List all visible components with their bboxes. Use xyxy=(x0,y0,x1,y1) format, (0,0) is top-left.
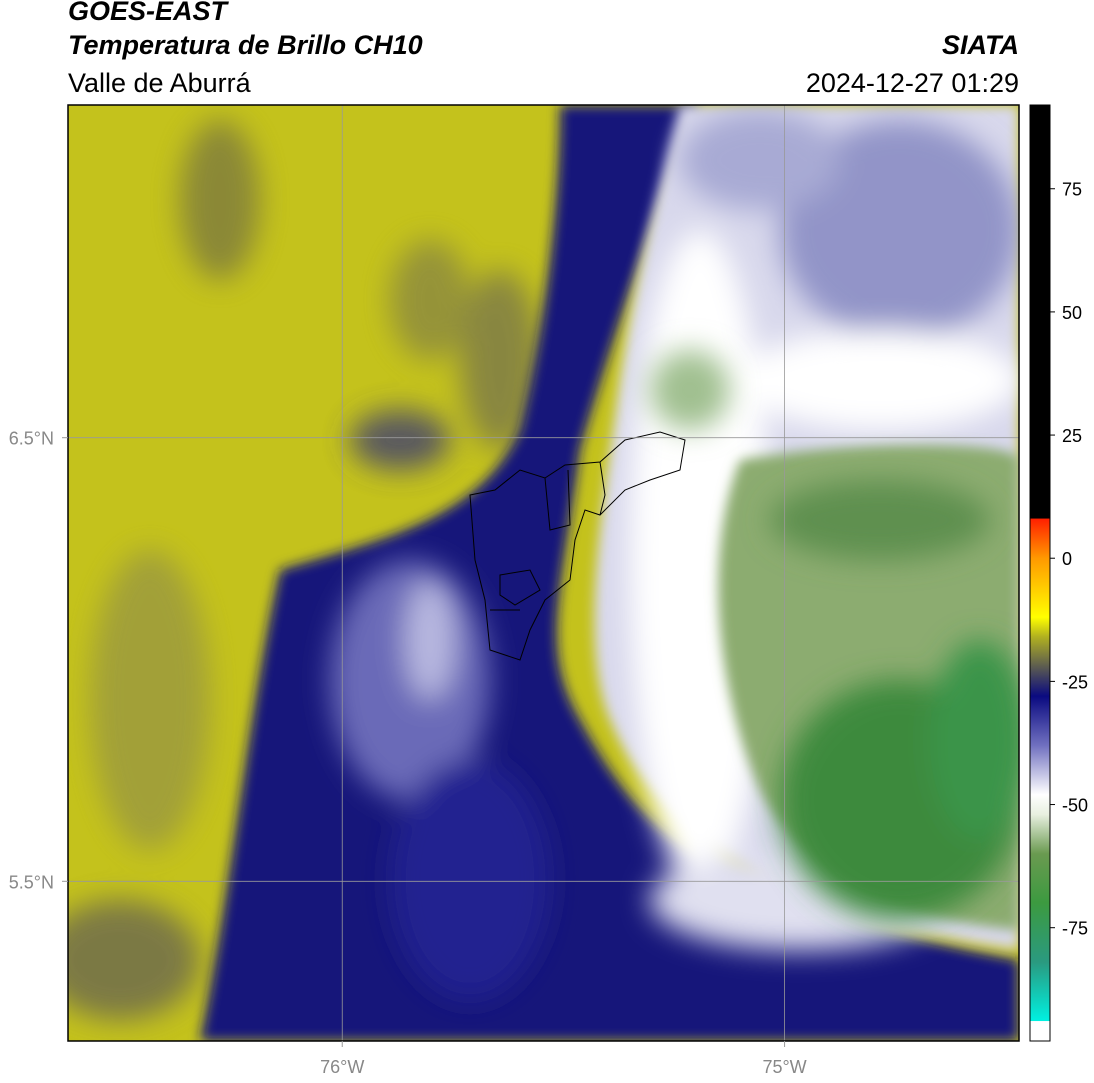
subtitle: Temperatura de Brillo CH10 xyxy=(68,30,423,60)
y-tick-label: 6.5°N xyxy=(9,429,54,449)
colorbar-tick-label: 0 xyxy=(1062,549,1072,569)
source: SIATA xyxy=(942,30,1019,60)
colorbar-tick-label: 50 xyxy=(1062,303,1082,323)
colorbar-tick-label: 75 xyxy=(1062,180,1082,200)
municipal-boundaries xyxy=(469,431,686,661)
colorbar-tick-label: -75 xyxy=(1062,919,1088,939)
colorbar-tick-label: 25 xyxy=(1062,426,1082,446)
title: GOES-EAST xyxy=(68,0,230,26)
region: Valle de Aburrá xyxy=(68,68,252,98)
x-tick-label: 75°W xyxy=(762,1057,806,1077)
satellite-image xyxy=(68,105,1019,1041)
y-tick-label: 5.5°N xyxy=(9,872,54,892)
grid xyxy=(68,105,1019,1041)
colorbar-tick-label: -50 xyxy=(1062,796,1088,816)
colorbar-tick-label: -25 xyxy=(1062,672,1088,692)
colorbar xyxy=(1029,104,1051,1042)
timestamp: 2024-12-27 01:29 xyxy=(806,68,1019,98)
x-tick-label: 76°W xyxy=(320,1057,364,1077)
map-frame xyxy=(67,104,1020,1042)
